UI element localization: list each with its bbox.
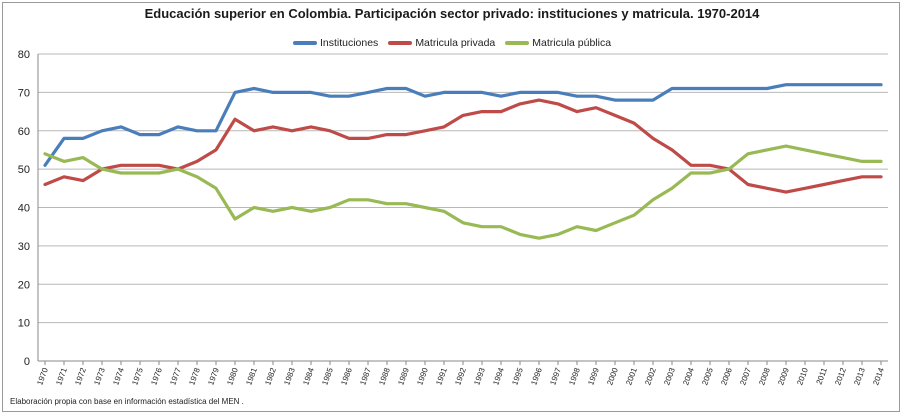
y-tick-label: 30 — [18, 241, 30, 253]
legend-swatch-matricula-publica — [505, 41, 530, 45]
legend-label-matricula-publica: Matricula pública — [532, 37, 612, 49]
x-tick-label: 2010 — [795, 366, 810, 386]
x-tick-label: 1977 — [168, 366, 183, 386]
x-tick-label: 1975 — [130, 366, 145, 386]
chart-footer: Elaboración propia con base en informaci… — [10, 397, 244, 406]
x-tick-label: 1997 — [548, 366, 563, 386]
series-line-matricula-p-blica — [43, 144, 883, 240]
x-tick-label: 1984 — [301, 366, 316, 386]
legend-item-instituciones: Instituciones — [292, 37, 379, 49]
legend-item-matricula-privada: Matricula privada — [388, 37, 495, 49]
x-tick-label: 1970 — [35, 366, 50, 386]
x-tick-label: 2013 — [852, 366, 867, 386]
x-tick-label: 1971 — [54, 366, 69, 386]
x-tick-label: 1991 — [434, 366, 449, 386]
x-tick-label: 1979 — [206, 366, 221, 386]
x-tick-label: 2007 — [738, 366, 753, 386]
x-tick-label: 1973 — [92, 366, 107, 386]
x-tick-label: 2012 — [833, 366, 848, 386]
chart-legend: Instituciones Matricula privada Matricul… — [0, 37, 904, 49]
x-tick-label: 2009 — [776, 366, 791, 386]
series-line-matricula-privada — [43, 98, 883, 194]
y-tick-label: 80 — [18, 49, 30, 61]
x-tick-label: 1982 — [263, 366, 278, 386]
x-tick-label: 1983 — [282, 366, 297, 386]
x-tick-label: 2002 — [643, 366, 658, 386]
x-tick-label: 1978 — [187, 366, 202, 386]
y-tick-label: 40 — [18, 203, 30, 215]
x-tick-label: 1992 — [453, 366, 468, 386]
y-tick-label: 0 — [24, 356, 30, 368]
y-tick-label: 50 — [18, 164, 30, 176]
legend-label-instituciones: Instituciones — [319, 37, 379, 49]
legend-label-matricula-privada: Matricula privada — [415, 37, 496, 49]
x-tick-label: 1980 — [225, 366, 240, 386]
x-tick-label: 2000 — [605, 366, 620, 386]
legend-swatch-instituciones — [292, 41, 317, 45]
x-tick-label: 1993 — [472, 366, 487, 386]
x-tick-label: 1988 — [377, 366, 392, 386]
x-tick-label: 1995 — [510, 366, 525, 386]
x-tick-label: 1994 — [491, 366, 506, 386]
x-tick-label: 1974 — [111, 366, 126, 386]
x-tick-label: 1998 — [567, 366, 582, 386]
x-tick-label: 1986 — [339, 366, 354, 386]
x-tick-label: 2006 — [719, 366, 734, 386]
series-line-instituciones — [43, 83, 883, 167]
x-tick-label: 2011 — [815, 366, 830, 386]
x-tick-label: 2005 — [700, 366, 715, 386]
x-tick-label: 1972 — [73, 366, 88, 386]
y-tick-label: 70 — [18, 87, 30, 99]
x-tick-label: 1987 — [358, 366, 373, 386]
legend-item-matricula-publica: Matricula pública — [505, 37, 611, 49]
x-tick-label: 2008 — [757, 366, 772, 386]
x-tick-label: 2014 — [871, 366, 886, 386]
chart-title: Educación superior en Colombia. Particip… — [144, 6, 760, 21]
x-tick-label: 1976 — [149, 366, 164, 386]
x-tick-label: 1985 — [320, 366, 335, 386]
y-tick-label: 10 — [18, 318, 30, 330]
x-tick-label: 1981 — [244, 366, 259, 386]
x-tick-label: 1990 — [415, 366, 430, 386]
x-tick-label: 2003 — [662, 366, 677, 386]
x-tick-label: 1999 — [586, 366, 601, 386]
x-tick-label: 2001 — [624, 366, 639, 386]
y-tick-label: 60 — [18, 126, 30, 138]
x-tick-label: 1989 — [396, 366, 411, 386]
x-tick-label: 1996 — [529, 366, 544, 386]
x-tick-label: 2004 — [681, 366, 696, 386]
legend-swatch-matricula-privada — [388, 41, 413, 45]
y-tick-label: 20 — [18, 279, 30, 291]
